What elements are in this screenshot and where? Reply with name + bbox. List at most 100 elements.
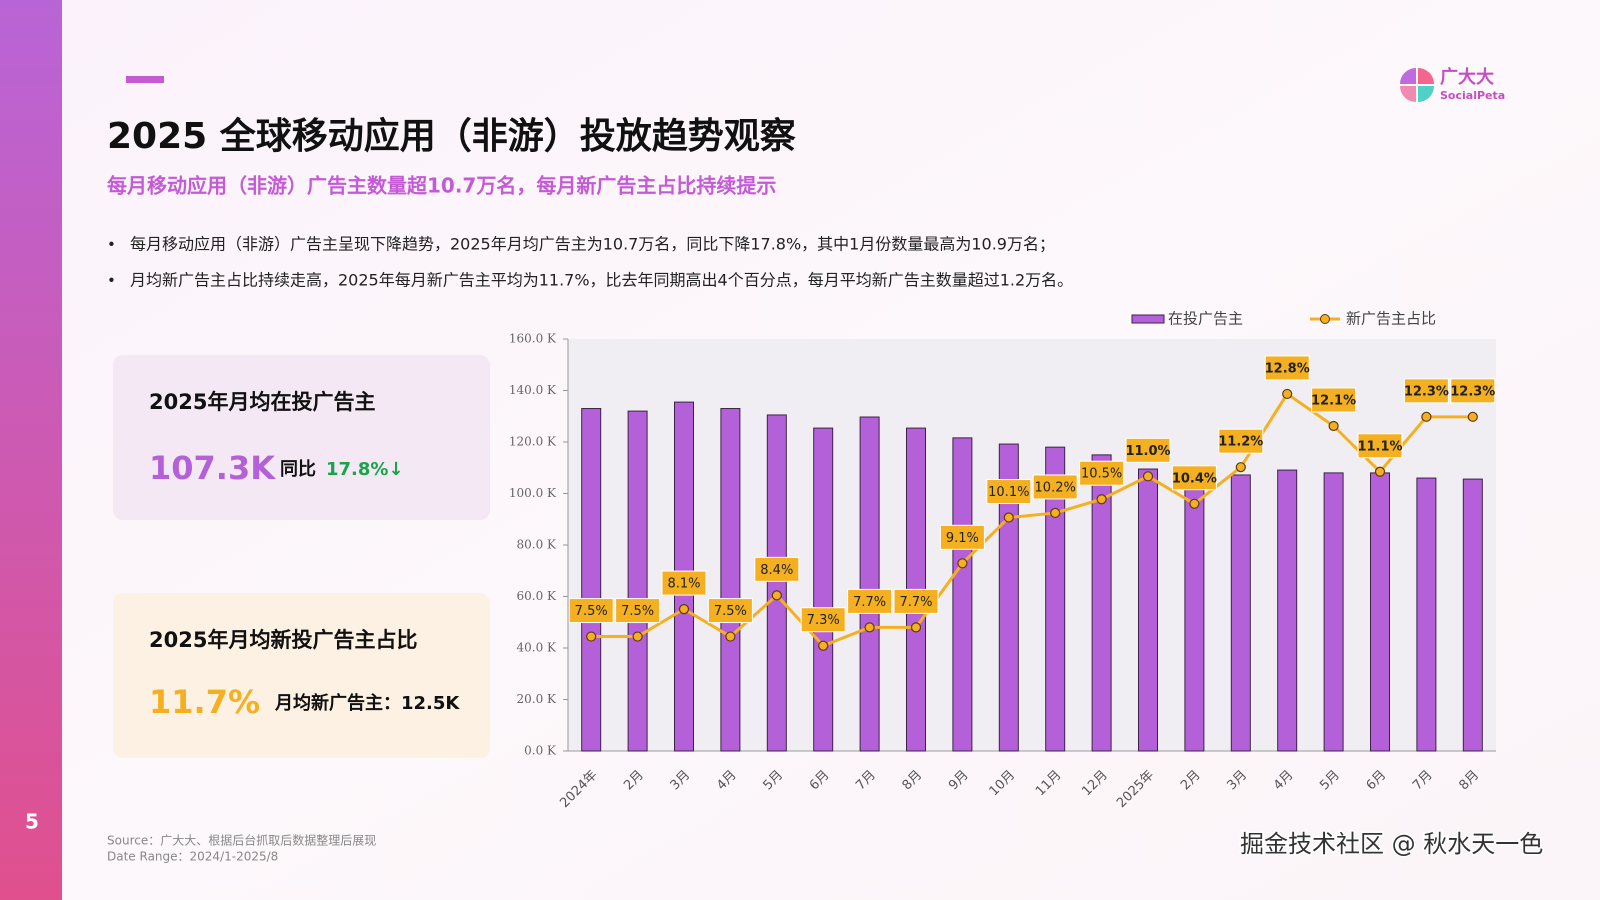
data-label: 11.2% [1218,435,1263,450]
line-marker [586,631,597,642]
watermark: 掘金技术社区 @ 秋水天一色 [1240,830,1543,858]
line-marker [1328,420,1339,432]
legend-swatch [1320,314,1330,324]
line-marker [1421,411,1432,422]
y-tick-label: 100.0 K [509,486,557,500]
data-label: 7.7% [899,595,932,610]
card-title: 2025年月均在投广告主 [149,390,375,414]
bar [766,414,787,752]
data-label-box [1125,437,1171,463]
logo-name: 广大大 [1440,66,1494,88]
bullet: 月均新广告主占比持续走高，2025年每月新广告主平均为11.7%，比去年同期高出… [130,271,1073,290]
data-label: 12.3% [1404,384,1449,399]
data-label-box [1171,465,1217,491]
data-label: 7.5% [621,604,654,619]
data-label: 8.1% [667,577,700,592]
data-label: 7.5% [575,604,608,619]
line-marker [1189,498,1200,509]
bar [1184,489,1205,752]
data-label: 12.3% [1450,384,1495,399]
data-label-box [800,607,846,633]
card-value: 107.3K [149,449,276,487]
data-label-box [1032,474,1078,500]
data-label: 9.1% [946,531,979,546]
line-marker [678,603,690,615]
y-tick-label: 160.0 K [509,332,557,346]
card-title: 2025年月均新投广告主占比 [149,628,417,652]
line-marker [1050,507,1061,519]
bar [1230,474,1251,752]
data-label-box [1403,378,1449,404]
y-tick-label: 0.0 K [524,744,557,758]
line-marker [910,622,922,633]
line-marker [1142,471,1154,482]
chart: 0.0 K 20.0 K 40.0 K 60.0 K 80.0 K 100.0 K 120.… [509,310,1496,811]
legend-swatch [1131,314,1165,324]
data-label-box [1264,355,1310,381]
bar [581,408,602,752]
data-label: 7.3% [807,613,840,628]
data-label-box [847,588,893,614]
bullet-dot: • [107,236,116,254]
data-label: 11.0% [1125,444,1170,459]
line-marker [632,631,643,642]
bullet: 每月移动应用（非游）广告主呈现下降趋势，2025年月均广告主为10.7万名，同比… [130,235,1055,254]
accent-bar [126,76,164,83]
data-label-box [615,598,661,624]
y-tick-label: 40.0 K [517,641,558,655]
card-compare-label: 同比 [280,459,316,480]
data-label-box [1450,378,1496,404]
data-label-box [754,556,800,582]
data-label-box [1357,433,1403,459]
data-label: 7.7% [853,595,886,610]
date-range: Date Range：2024/1-2025/8 [107,850,278,864]
bar [952,437,973,752]
line-marker [1467,411,1478,422]
y-tick-label: 120.0 K [509,435,557,449]
bar [859,416,880,752]
y-tick-label: 80.0 K [517,538,558,552]
sidebar [0,0,62,900]
bar [1091,454,1112,752]
bar [1370,472,1390,752]
line [591,391,1473,648]
data-label: 12.8% [1265,361,1310,376]
data-label-box [661,570,707,596]
data-label: 10.4% [1172,471,1217,486]
bar [1462,478,1483,752]
line-marker [1096,494,1107,505]
page-number: 5 [25,810,39,834]
bar [627,410,648,752]
bar [1416,477,1437,752]
card-compare-value: 17.8%↓ [326,459,404,480]
data-label-box [568,598,614,624]
data-label-box [1311,387,1357,413]
line-marker [1374,466,1386,477]
data-label: 10.1% [988,485,1029,500]
data-label: 11.1% [1357,439,1402,454]
bar [1323,472,1344,752]
bar [720,408,741,752]
logo-brand: SocialPeta [1440,89,1505,102]
y-tick-label: 20.0 K [517,692,558,706]
data-label: 10.5% [1081,467,1122,482]
line-marker [771,590,782,601]
bar [813,427,834,752]
y-tick-label: 60.0 K [517,589,558,603]
data-label-box [707,598,753,624]
line-marker [1235,462,1246,473]
bar [1045,446,1066,752]
subtitle: 每月移动应用（非游）广告主数量超10.7万名，每月新广告主占比持续提示 [107,174,776,198]
card [113,355,490,520]
data-label-box [893,588,939,614]
card [113,593,490,758]
bar [1277,469,1298,752]
data-label-box [986,479,1032,505]
bullet-dot: • [107,272,116,290]
bar [1138,468,1158,752]
card-extra: 月均新广告主：12.5K [274,692,460,714]
line-marker [864,622,875,633]
line-marker [818,640,829,651]
